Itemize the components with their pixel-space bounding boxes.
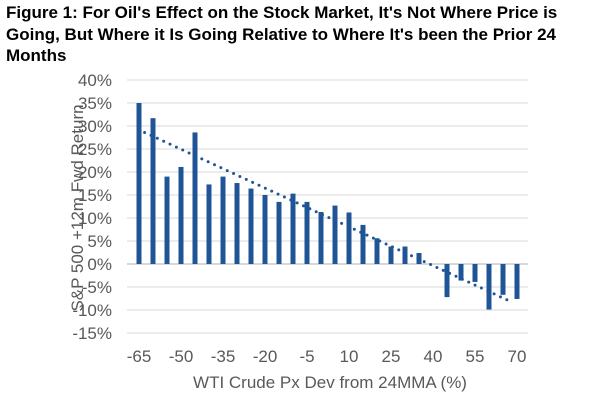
bar [486, 264, 492, 310]
bar [262, 195, 268, 264]
bar [388, 246, 394, 264]
y-tick-label: -15% [72, 324, 112, 343]
y-tick-labels: -15% -10% -5% 0% 5% 10% 15% 20% 25% 30% 35% 40% [72, 71, 112, 343]
y-tick-label: 0% [87, 255, 112, 274]
y-tick-label: 30% [78, 117, 112, 136]
bar [220, 176, 226, 264]
bar [136, 103, 142, 264]
x-tick-label: 10 [340, 347, 359, 366]
bar [318, 212, 324, 264]
x-tick-label: 25 [382, 347, 401, 366]
y-tick-label: 15% [78, 186, 112, 205]
bar [234, 183, 240, 264]
trendline-line [143, 130, 515, 305]
x-tick-labels: -65 -50 -35 -20 -5 10 25 40 55 70 [127, 347, 527, 366]
bars [136, 103, 520, 310]
bar [192, 132, 198, 264]
gridlines [127, 79, 528, 334]
y-tick-label: 35% [78, 94, 112, 113]
y-tick-label: 40% [78, 71, 112, 90]
bar [374, 238, 380, 264]
bar [402, 246, 408, 264]
y-axis-title: S&P 500 +12m Fwd Return [68, 104, 87, 311]
x-axis-title: WTI Crude Px Dev from 24MMA (%) [193, 373, 467, 392]
bar [332, 205, 338, 264]
bar [178, 166, 184, 264]
x-tick-label: 40 [424, 347, 443, 366]
x-tick-label: 55 [466, 347, 485, 366]
bar [500, 264, 506, 295]
x-tick-label: -20 [253, 347, 278, 366]
bar [458, 264, 464, 281]
bar [276, 201, 282, 264]
bar [206, 184, 212, 264]
bar [472, 264, 478, 282]
bar [360, 224, 366, 264]
y-tick-label: 10% [78, 209, 112, 228]
x-tick-label: -5 [299, 347, 314, 366]
bar [304, 201, 310, 264]
bar [248, 188, 254, 264]
y-tick-label: 25% [78, 140, 112, 159]
bar [514, 264, 520, 299]
y-tick-label: -5% [82, 278, 112, 297]
bar [346, 212, 352, 264]
trendline [143, 130, 515, 305]
x-tick-label: 70 [508, 347, 527, 366]
bar [164, 176, 170, 264]
bar [290, 193, 296, 264]
x-tick-label: -50 [169, 347, 194, 366]
x-tick-label: -65 [127, 347, 152, 366]
y-tick-label: 20% [78, 163, 112, 182]
x-tick-label: -35 [211, 347, 236, 366]
bar [150, 118, 156, 265]
y-tick-label: 5% [87, 232, 112, 251]
bar [444, 264, 450, 298]
y-tick-label: -10% [72, 301, 112, 320]
chart-title: Figure 1: For Oil's Effect on the Stock … [6, 3, 558, 65]
